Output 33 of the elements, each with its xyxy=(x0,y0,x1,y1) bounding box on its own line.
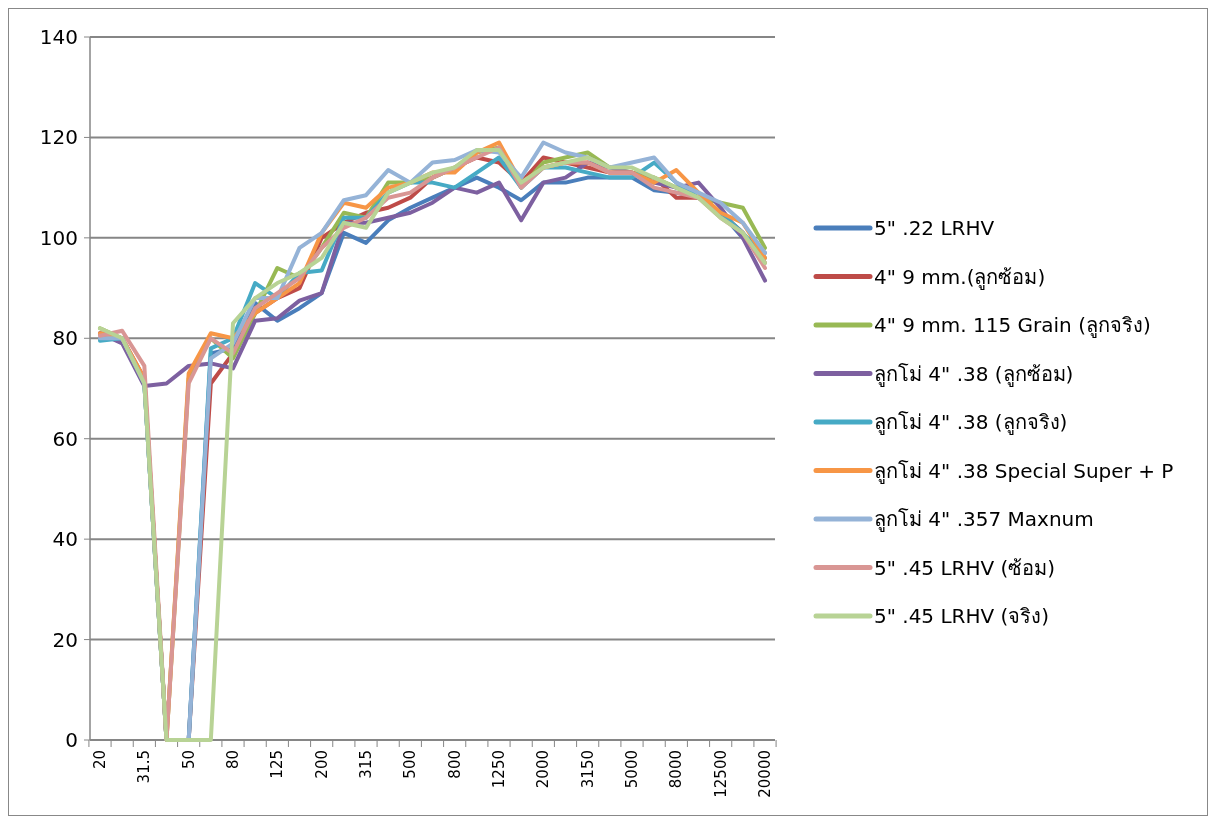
legend-label: 4" 9 mm.(ลูกซ้อม) xyxy=(874,264,1046,290)
legend-label: ลูกโม่ 4" .38 Special Super + P xyxy=(874,458,1174,484)
y-tick-label: 40 xyxy=(52,527,78,552)
legend-label: 4" 9 mm. 115 Grain (ลูกจริง) xyxy=(874,313,1151,338)
x-tick-label: 2000 xyxy=(534,750,553,789)
y-tick-label: 120 xyxy=(39,125,78,150)
x-tick-label: 8000 xyxy=(667,750,686,789)
legend-label: ลูกโม่ 4" .38 (ลูกจริง) xyxy=(874,410,1068,435)
x-tick-label: 20 xyxy=(91,750,109,770)
legend-label: ลูกโม่ 4" .38 (ลูกซ้อม) xyxy=(874,361,1074,387)
y-tick-label: 0 xyxy=(65,728,78,752)
x-tick-label: 800 xyxy=(445,750,464,779)
y-tick-label: 20 xyxy=(52,627,78,652)
legend-label: ลูกโม่ 4" .357 Maxnum xyxy=(874,507,1094,532)
x-tick-label: 315 xyxy=(357,750,375,779)
x-tick-label: 500 xyxy=(401,750,420,779)
x-tick-label: 31.5 xyxy=(135,750,154,784)
y-tick-label: 100 xyxy=(39,225,78,250)
x-tick-label: 80 xyxy=(224,750,242,770)
x-tick-label: 50 xyxy=(179,750,198,770)
legend-label: 5" .45 LRHV (ซ้อม) xyxy=(874,555,1056,580)
x-tick-label: 5000 xyxy=(623,750,641,789)
x-tick-label: 20000 xyxy=(756,750,774,798)
y-tick-label: 80 xyxy=(52,326,78,351)
x-tick-label: 125 xyxy=(268,750,287,779)
x-tick-label: 12500 xyxy=(711,750,730,798)
x-tick-label: 200 xyxy=(312,750,331,779)
legend-label: 5" .45 LRHV (จริง) xyxy=(874,604,1050,628)
x-tick-label: 3150 xyxy=(578,750,597,789)
legend-label: 5" .22 LRHV xyxy=(874,216,995,240)
x-tick-label: 1250 xyxy=(490,750,508,789)
y-tick-label: 60 xyxy=(52,426,78,451)
y-tick-label: 140 xyxy=(39,25,78,49)
